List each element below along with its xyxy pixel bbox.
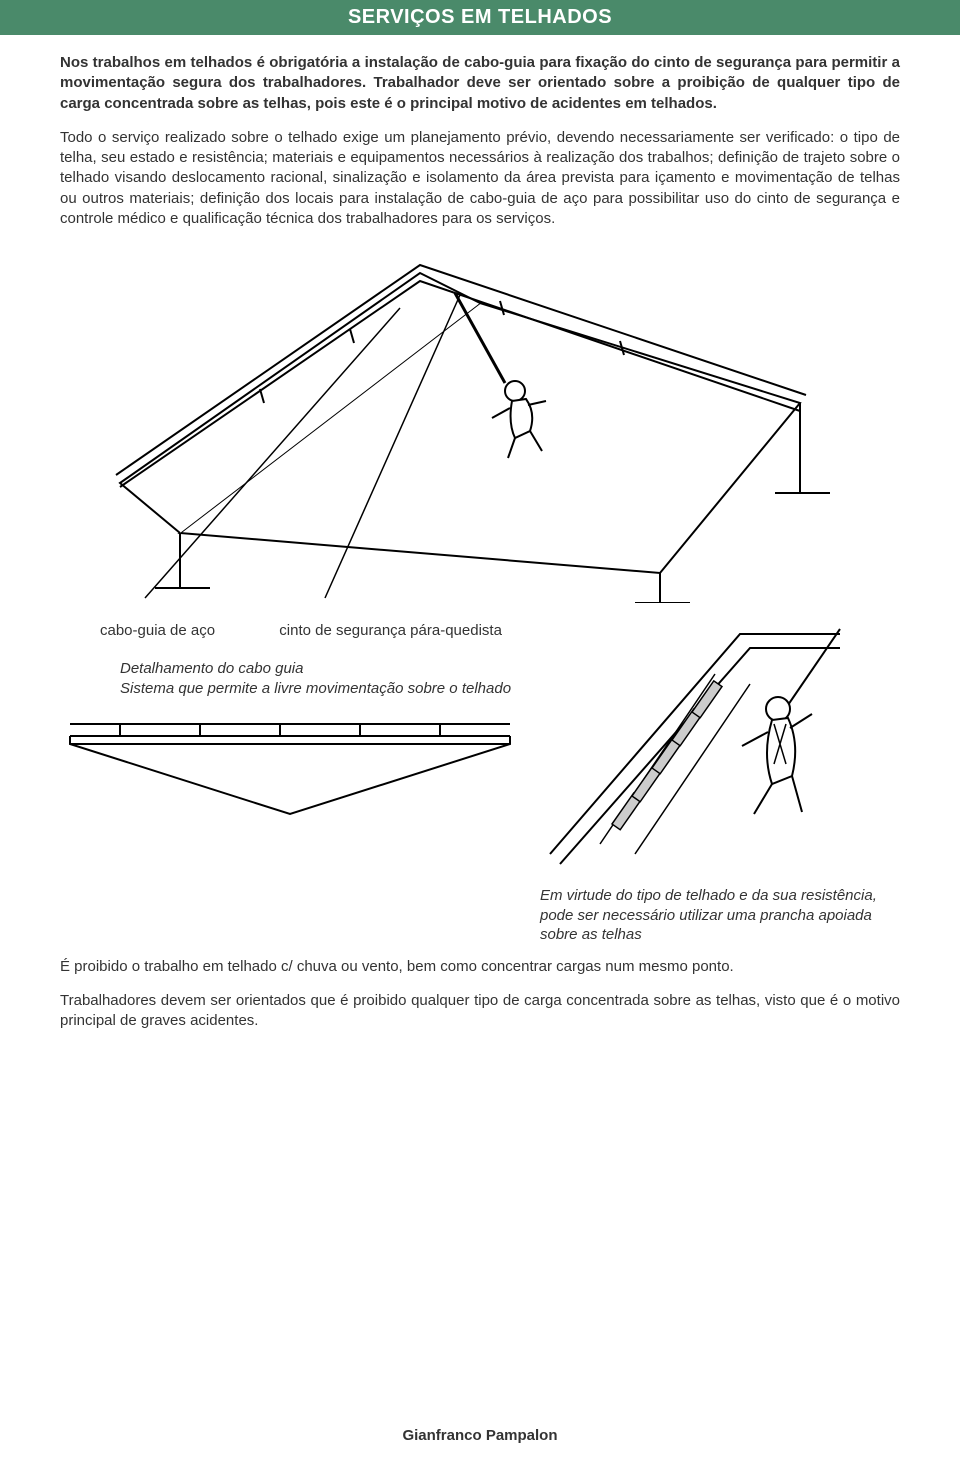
footer-author: Gianfranco Pampalon [0,1427,960,1444]
plank-walk-diagram [540,614,850,874]
ridge-detail-diagram [60,704,520,834]
label-cinto: cinto de segurança pára-quedista [279,622,502,639]
intro-paragraph-2: Todo o serviço realizado sobre o telhado… [60,128,900,229]
roof-diagram [60,253,900,603]
detail-caption-line2: Sistema que permite a livre movimentação… [120,680,511,697]
orientation-paragraph: Trabalhadores devem ser orientados que é… [60,991,900,1032]
detail-caption-line1: Detalhamento do cabo guia [120,660,303,677]
prohibition-paragraph: É proibido o trabalho em telhado c/ chuv… [60,957,900,977]
intro-paragraph-1: Nos trabalhos em telhados é obrigatória … [60,53,900,114]
label-cabo-guia: cabo-guia de aço [100,622,215,639]
header-bar: SERVIÇOS EM TELHADOS [0,0,960,35]
lower-diagram-row [60,704,900,874]
header-title: SERVIÇOS EM TELHADOS [348,6,612,28]
plank-caption: Em virtude do tipo de telhado e da sua r… [540,886,900,945]
